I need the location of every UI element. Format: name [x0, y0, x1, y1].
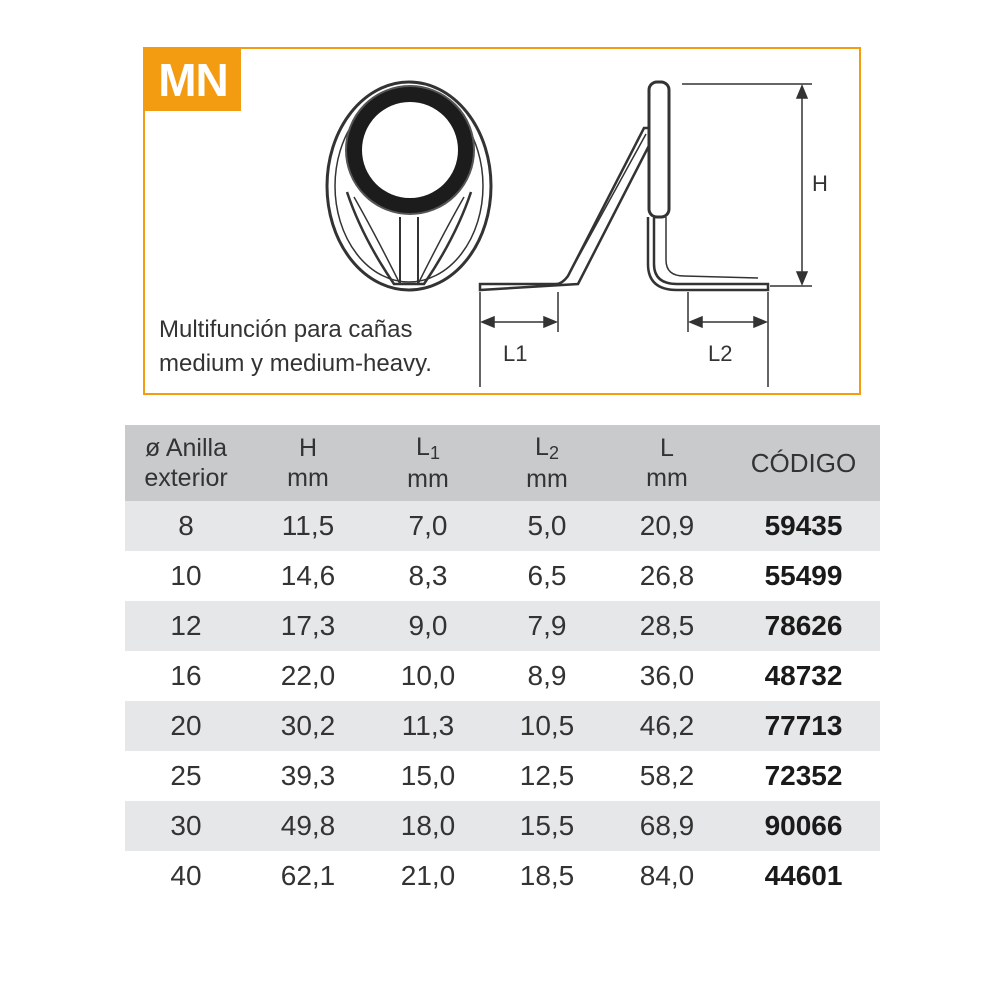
table-row: 40 62,1 21,0 18,5 84,0 44601 [125, 851, 880, 901]
table-cell: 12 [125, 601, 247, 651]
table-row: 10 14,6 8,3 6,5 26,8 55499 [125, 551, 880, 601]
dim-l1-label: L1 [503, 341, 527, 366]
spec-table: ø Anilla exterior H mm L1 mm L2 mm L mm … [125, 425, 880, 901]
table-cell: 84,0 [639, 860, 695, 891]
table-row: 30 49,8 18,0 15,5 68,9 90066 [125, 801, 880, 851]
dimension-lines [479, 83, 812, 387]
code-cell: 59435 [727, 501, 880, 551]
table-cell: 11,5 [247, 501, 369, 551]
table-cell: 20 [125, 701, 247, 751]
table-cell: 15,0 [400, 760, 456, 791]
description-line: Multifunción para cañas [159, 316, 413, 343]
dim-h-label: H [812, 171, 828, 196]
model-badge: MN [145, 49, 241, 111]
table-cell: 16 [170, 660, 202, 691]
table-cell: 46,2 [607, 701, 727, 751]
table-cell: 58,2 [639, 760, 695, 791]
table-cell: 14,6 [280, 560, 336, 591]
header-ring-diameter: ø Anilla exterior [125, 425, 247, 501]
code-cell: 78626 [727, 601, 880, 651]
table-cell: 21,0 [400, 860, 456, 891]
code-cell: 72352 [727, 751, 880, 801]
table-cell: 49,8 [247, 801, 369, 851]
header-code: CÓDIGO [727, 425, 880, 501]
table-cell: 68,9 [607, 801, 727, 851]
product-description: Multifunción para cañas medium y medium-… [159, 313, 479, 381]
table-cell: 18,5 [519, 860, 575, 891]
code-cell: 77713 [727, 701, 880, 751]
table-header-row: ø Anilla exterior H mm L1 mm L2 mm L mm … [125, 425, 880, 501]
table-cell: 8,9 [527, 660, 567, 691]
table-cell: 39,3 [280, 760, 336, 791]
table-cell: 10,0 [400, 660, 456, 691]
ring-front-view-icon [325, 80, 493, 292]
table-cell: 10 [170, 560, 202, 591]
table-cell: 25 [170, 760, 202, 791]
table-cell: 62,1 [280, 860, 336, 891]
table-row: 25 39,3 15,0 12,5 58,2 72352 [125, 751, 880, 801]
table-cell: 17,3 [247, 601, 369, 651]
table-cell: 40 [170, 860, 202, 891]
table-cell: 8,3 [408, 560, 448, 591]
table-row: 16 22,0 10,0 8,9 36,0 48732 [125, 651, 880, 701]
header-l: L mm [607, 425, 727, 501]
description-line: medium y medium-heavy. [159, 350, 432, 377]
table-row: 12 17,3 9,0 7,9 28,5 78626 [125, 601, 880, 651]
guide-side-view-icon [478, 80, 770, 292]
table-cell: 18,0 [369, 801, 487, 851]
dim-l2-label: L2 [708, 341, 732, 366]
table-cell: 6,5 [527, 560, 567, 591]
header-h: H mm [247, 425, 369, 501]
table-cell: 30 [125, 801, 247, 851]
table-row: 20 30,2 11,3 10,5 46,2 77713 [125, 701, 880, 751]
header-l1: L1 mm [369, 425, 487, 501]
header-l2: L2 mm [487, 425, 607, 501]
table-cell: 12,5 [519, 760, 575, 791]
code-cell: 55499 [727, 551, 880, 601]
table-cell: 10,5 [487, 701, 607, 751]
table-cell: 26,8 [639, 560, 695, 591]
table-cell: 7,0 [369, 501, 487, 551]
table-cell: 9,0 [369, 601, 487, 651]
guide-drawing: H L1 L2 [325, 80, 828, 387]
code-cell: 44601 [727, 851, 880, 901]
table-cell: 36,0 [639, 660, 695, 691]
table-cell: 8 [125, 501, 247, 551]
product-panel: MN [143, 47, 861, 395]
code-cell: 48732 [727, 651, 880, 701]
table-cell: 7,9 [487, 601, 607, 651]
table-cell: 30,2 [247, 701, 369, 751]
table-cell: 20,9 [607, 501, 727, 551]
table-cell: 5,0 [487, 501, 607, 551]
table-cell: 11,3 [369, 701, 487, 751]
table-cell: 22,0 [280, 660, 336, 691]
table-cell: 28,5 [607, 601, 727, 651]
code-cell: 90066 [727, 801, 880, 851]
table-cell: 15,5 [487, 801, 607, 851]
table-row: 8 11,5 7,0 5,0 20,9 59435 [125, 501, 880, 551]
